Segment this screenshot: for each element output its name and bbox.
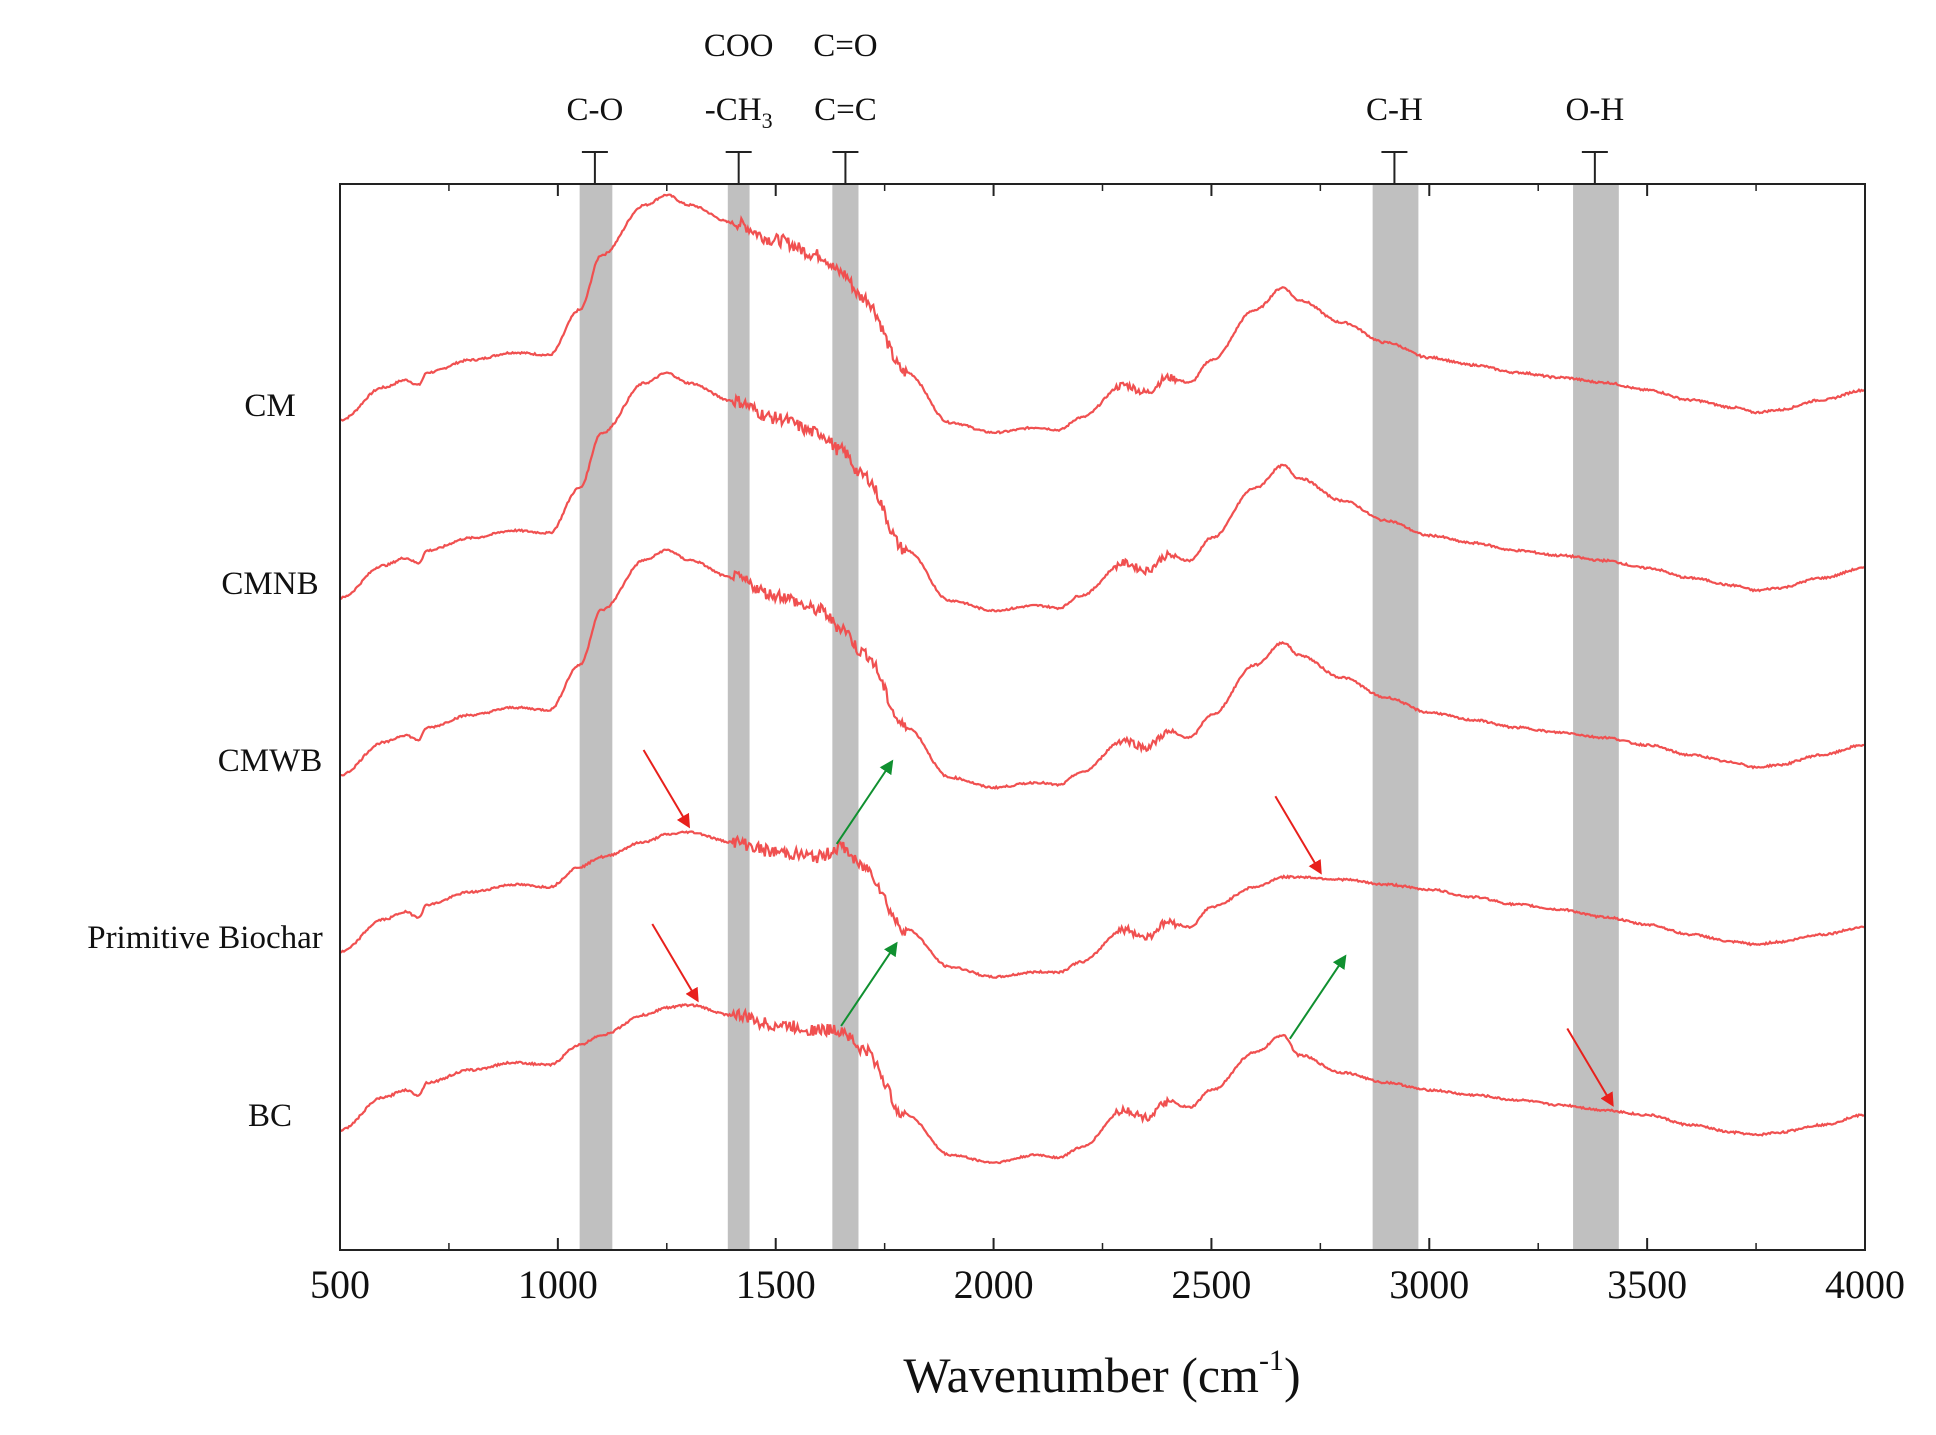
x-tick-label-2000: 2000: [954, 1262, 1034, 1307]
band-coo-ch3-label-0: COO: [704, 28, 774, 64]
band-o-h-label-0: O-H: [1566, 92, 1625, 128]
x-tick-label-1500: 1500: [736, 1262, 816, 1307]
series-label-cmwb: CMWB: [218, 743, 323, 779]
x-tick-label-2500: 2500: [1171, 1262, 1251, 1307]
x-tick-label-4000: 4000: [1825, 1262, 1905, 1307]
series-label-cmnb: CMNB: [221, 566, 318, 602]
annotation-arrow-green-5: [1289, 954, 1347, 1040]
x-tick-label-3000: 3000: [1389, 1262, 1469, 1307]
band-layer: [579, 184, 1619, 1250]
x-axis-title: Wavenumber (cm-1): [903, 1344, 1300, 1403]
band-c-h-marker: [1381, 151, 1408, 184]
x-axis-title-superscript: -1: [1259, 1344, 1284, 1377]
series-layer: [339, 193, 1865, 1165]
series-label-primitive-biochar: Primitive Biochar: [87, 920, 323, 956]
annotation-layer: [642, 749, 1614, 1107]
series-label-cm: CM: [244, 388, 295, 424]
annotation-arrow-green-4: [840, 941, 898, 1027]
x-tick-label-500: 500: [310, 1262, 370, 1307]
x-tick-label-3500: 3500: [1607, 1262, 1687, 1307]
annotation-arrow-red-0: [642, 749, 690, 829]
x-axis-title-suffix: ): [1284, 1347, 1301, 1403]
band-coo-ch3-marker: [725, 151, 752, 184]
plot-frame: [339, 183, 1866, 1251]
band-c-o-label-0: C-O: [566, 92, 623, 128]
series-line-cmnb: [339, 371, 1865, 613]
band-c-o: [579, 184, 613, 1250]
band-c-o-c-c-label-0: C=O: [813, 28, 877, 64]
series-line-bc: [339, 1003, 1865, 1165]
band-o-h-marker: [1581, 151, 1608, 184]
series-label-bc: BC: [248, 1098, 292, 1134]
band-labels: C-O COO -CH3 C=O C=C C-H O-H: [566, 28, 1624, 184]
band-o-h: [1573, 184, 1619, 1250]
band-coo-ch3-label-1: -CH3: [705, 92, 773, 133]
series-line-cm: [339, 193, 1865, 435]
band-c-o-c-c: [832, 184, 859, 1250]
band-coo-ch3: [727, 184, 750, 1250]
band-c-h: [1372, 184, 1419, 1250]
annotation-arrow-red-6: [1566, 1027, 1614, 1107]
series-line-cmwb: [339, 548, 1865, 790]
band-c-h-label-0: C-H: [1366, 92, 1423, 128]
x-axis: 500 1000 1500 2000 2500 3000 3500 4000: [310, 184, 1905, 1307]
x-tick-label-1000: 1000: [518, 1262, 598, 1307]
band-c-o-c-c-marker: [832, 151, 859, 184]
x-axis-title-main: Wavenumber (cm: [903, 1347, 1259, 1403]
series-line-primitive-biochar: [339, 830, 1865, 979]
annotation-arrow-red-3: [651, 923, 699, 1003]
series-labels: CM CMNB CMWB Primitive Biochar BC: [87, 388, 323, 1134]
annotation-arrow-red-2: [1274, 795, 1322, 875]
band-c-o-marker: [581, 151, 608, 184]
annotation-arrow-green-1: [835, 759, 894, 845]
band-c-o-c-c-label-1: C=C: [814, 92, 877, 128]
